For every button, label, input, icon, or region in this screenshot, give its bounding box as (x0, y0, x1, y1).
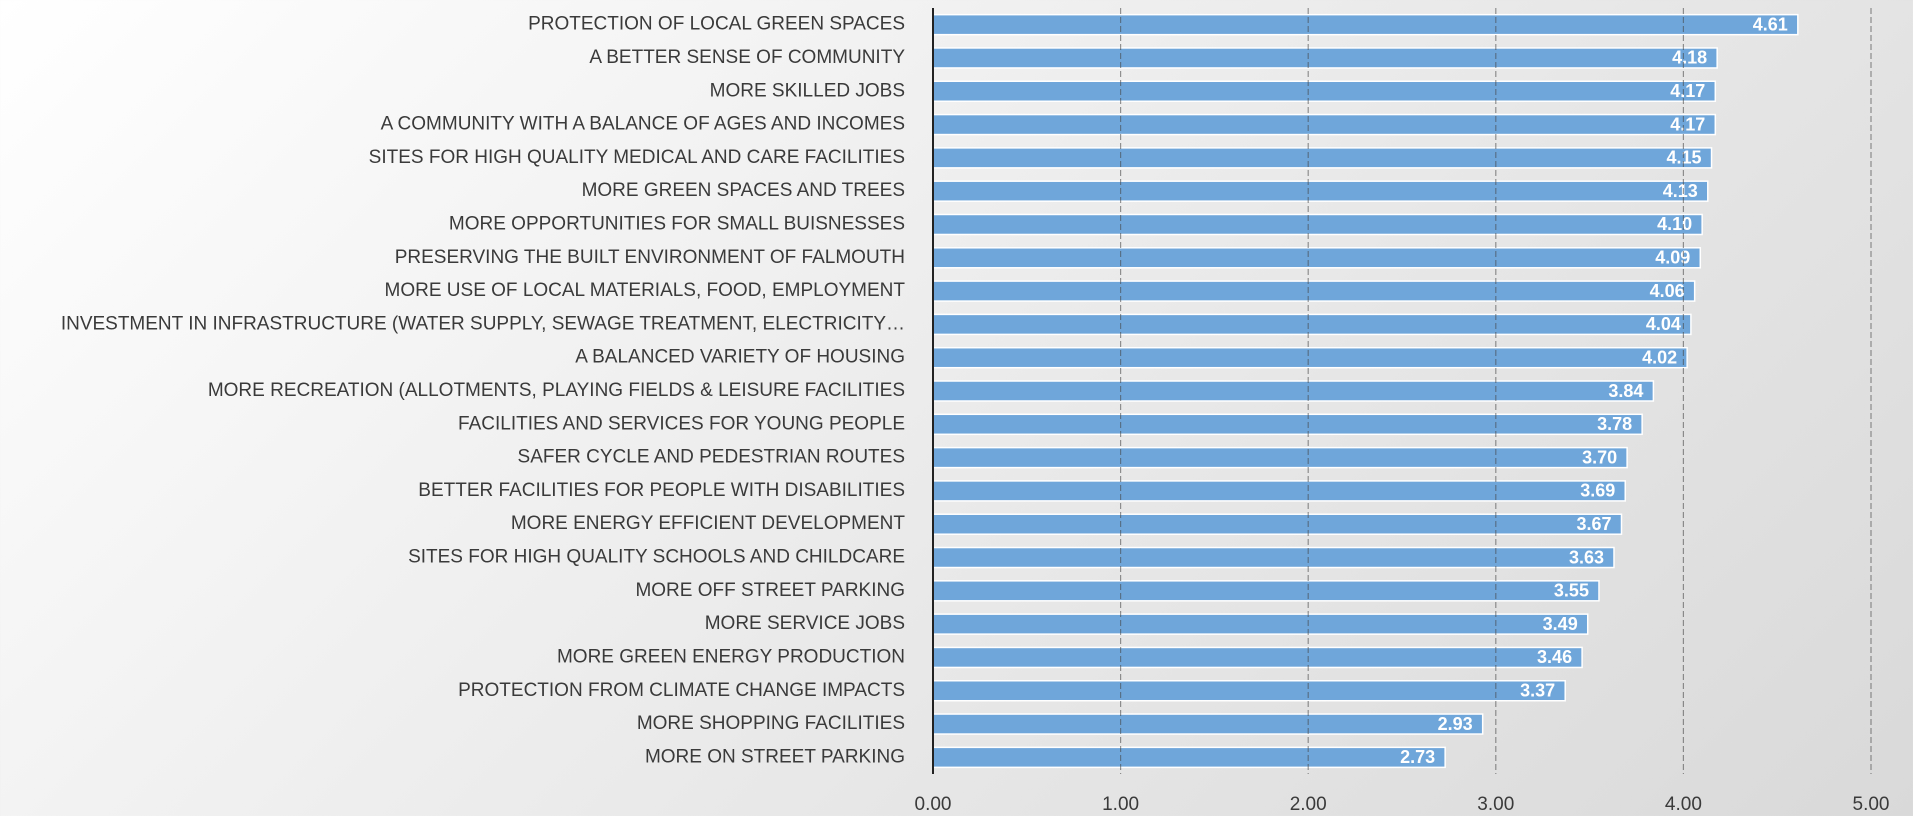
x-tick-label: 5.00 (1853, 794, 1890, 815)
bar (932, 613, 1589, 635)
value-label: 2.93 (1438, 714, 1473, 734)
category-label: INVESTMENT IN INFRASTRUCTURE (WATER SUPP… (61, 313, 905, 334)
bar (932, 346, 1688, 369)
x-tick-label: 3.00 (1477, 794, 1514, 815)
category-label: MORE ON STREET PARKING (645, 746, 905, 767)
value-label: 4.61 (1753, 14, 1788, 34)
category-label: MORE SHOPPING FACILITIES (637, 713, 905, 734)
bar (932, 280, 1696, 302)
bar (932, 413, 1643, 436)
category-label: PROTECTION OF LOCAL GREEN SPACES (528, 14, 905, 35)
bar (932, 180, 1709, 202)
bar (932, 47, 1718, 69)
bar (932, 313, 1692, 336)
x-tick-label: 2.00 (1290, 794, 1327, 815)
value-label: 4.18 (1672, 48, 1707, 68)
bar (932, 646, 1583, 669)
category-label: MORE GREEN ENERGY PRODUCTION (557, 646, 905, 667)
value-label: 3.63 (1569, 547, 1604, 567)
value-label: 3.70 (1582, 447, 1617, 467)
category-label: MORE OPPORTUNITIES FOR SMALL BUISNESSES (449, 213, 905, 234)
bar (932, 113, 1717, 136)
value-label: 4.17 (1670, 114, 1705, 134)
value-label: 3.78 (1597, 414, 1632, 434)
bar (932, 446, 1628, 469)
bar (932, 13, 1799, 36)
value-label: 3.46 (1537, 647, 1572, 667)
category-label: FACILITIES AND SERVICES FOR YOUNG PEOPLE (458, 413, 905, 434)
bar (932, 80, 1717, 103)
x-tick-label: 1.00 (1102, 794, 1139, 815)
value-label: 4.06 (1650, 281, 1685, 301)
category-label: A COMMUNITY WITH A BALANCE OF AGES AND I… (381, 114, 905, 135)
category-label: SAFER CYCLE AND PEDESTRIAN ROUTES (518, 447, 905, 468)
value-label: 4.02 (1642, 347, 1677, 367)
bar (932, 480, 1626, 502)
bar (932, 546, 1615, 569)
value-label: 4.15 (1666, 148, 1701, 168)
category-label: A BALANCED VARIETY OF HOUSING (575, 347, 905, 368)
category-label: MORE RECREATION (ALLOTMENTS, PLAYING FIE… (208, 380, 905, 401)
x-tick-label: 4.00 (1665, 794, 1702, 815)
category-label: SITES FOR HIGH QUALITY SCHOOLS AND CHILD… (408, 547, 905, 568)
value-label: 4.09 (1655, 248, 1690, 268)
category-label: MORE SERVICE JOBS (705, 613, 905, 634)
category-label: MORE GREEN SPACES AND TREES (582, 180, 905, 201)
category-label: PROTECTION FROM CLIMATE CHANGE IMPACTS (458, 680, 905, 701)
value-label: 3.49 (1543, 614, 1578, 634)
category-label: MORE ENERGY EFFICIENT DEVELOPMENT (511, 513, 906, 534)
bar (932, 713, 1484, 735)
category-label: A BETTER SENSE OF COMMUNITY (589, 47, 905, 68)
value-label: 4.10 (1657, 214, 1692, 234)
bar (932, 380, 1655, 402)
category-label: PRESERVING THE BUILT ENVIRONMENT OF FALM… (395, 247, 905, 268)
category-label: SITES FOR HIGH QUALITY MEDICAL AND CARE … (369, 147, 905, 168)
value-label: 4.04 (1646, 314, 1681, 334)
category-label: BETTER FACILITIES FOR PEOPLE WITH DISABI… (418, 480, 905, 501)
value-label: 2.73 (1400, 747, 1435, 767)
bar (932, 513, 1623, 535)
value-label: 3.84 (1608, 381, 1643, 401)
value-label: 4.13 (1663, 181, 1698, 201)
value-label: 3.67 (1576, 514, 1611, 534)
bar (932, 679, 1566, 702)
category-label: MORE USE OF LOCAL MATERIALS, FOOD, EMPLO… (385, 280, 906, 301)
x-tick-label: 0.00 (915, 794, 952, 815)
value-label: 3.55 (1554, 581, 1589, 601)
category-label: MORE OFF STREET PARKING (635, 580, 905, 601)
value-label: 3.69 (1580, 481, 1615, 501)
bar (932, 213, 1703, 236)
category-label: MORE SKILLED JOBS (710, 80, 905, 101)
bar (932, 247, 1702, 269)
bar (932, 580, 1600, 602)
value-label: 4.17 (1670, 81, 1705, 101)
bar (932, 147, 1713, 169)
value-label: 3.37 (1520, 680, 1555, 700)
bar (932, 746, 1446, 769)
